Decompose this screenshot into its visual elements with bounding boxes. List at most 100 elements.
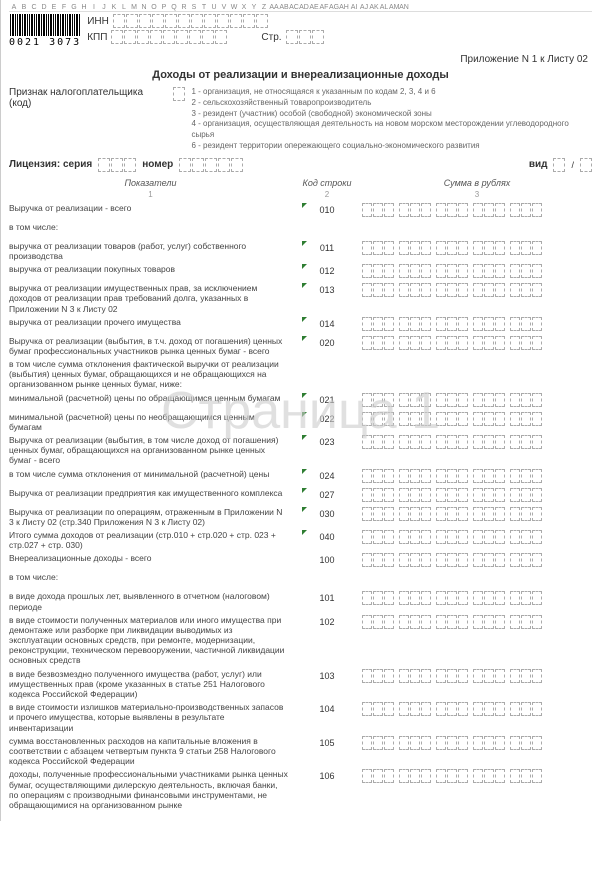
row-sum-cells[interactable] xyxy=(362,317,592,331)
row-label: выручка от реализации прочего имущества xyxy=(9,317,292,327)
subheader-2: 2 xyxy=(292,190,362,199)
row-code: 014 xyxy=(292,317,362,329)
table-row: доходы, полученные профессиональными уча… xyxy=(9,769,592,810)
col-header-1: Показатели xyxy=(9,178,292,188)
row-sum-cells[interactable] xyxy=(362,469,592,483)
row-code: 027 xyxy=(292,488,362,500)
license-type-b[interactable] xyxy=(580,158,592,172)
row-sum-cells[interactable] xyxy=(362,336,592,350)
license-num-cells[interactable] xyxy=(179,158,243,172)
table-row: в том числе: xyxy=(9,572,592,588)
license-type-a[interactable] xyxy=(553,158,565,172)
row-sum-cells[interactable] xyxy=(362,669,592,683)
row-label: минимальной (расчетной) цены по обращающ… xyxy=(9,393,292,403)
row-sum-cells[interactable] xyxy=(362,769,592,783)
row-code: 013 xyxy=(292,283,362,295)
row-label: в том числе сумма отклонения от минималь… xyxy=(9,469,292,479)
row-code: 101 xyxy=(292,591,362,603)
page-cells[interactable] xyxy=(286,30,324,44)
row-sum-cells[interactable] xyxy=(362,736,592,750)
page: Страница 1 ABCDEFGHIJKLMNOPQRSTUVWXYZAAA… xyxy=(0,0,600,821)
row-sum-cells[interactable] xyxy=(362,553,592,567)
row-sum-cells[interactable] xyxy=(362,264,592,278)
row-code: 024 xyxy=(292,469,362,481)
inn-cells[interactable] xyxy=(113,14,268,28)
row-code: 023 xyxy=(292,435,362,447)
marker-icon xyxy=(302,412,307,417)
row-label: в виде стоимости излишков материально-пр… xyxy=(9,702,292,733)
table-row: минимальной (расчетной) цены по обращающ… xyxy=(9,393,592,409)
rows-container: Выручка от реализации - всего010в том чи… xyxy=(9,203,592,810)
row-sum-cells[interactable] xyxy=(362,591,592,605)
kpp-label: КПП xyxy=(87,32,107,43)
row-label: Выручка от реализации (выбытия, в том чи… xyxy=(9,435,292,466)
row-sum-cells[interactable] xyxy=(362,507,592,521)
attachment-text: Приложение N 1 к Листу 02 xyxy=(9,54,588,65)
row-sum-cells[interactable] xyxy=(362,203,592,217)
row-code: 040 xyxy=(292,530,362,542)
row-label: в том числе: xyxy=(9,222,292,232)
table-row: Итого сумма доходов от реализации (стр.0… xyxy=(9,530,592,550)
marker-icon xyxy=(302,336,307,341)
row-label: Внереализационные доходы - всего xyxy=(9,553,292,563)
license-num-label: номер xyxy=(142,159,173,170)
row-label: Выручка от реализации - всего xyxy=(9,203,292,213)
marker-icon xyxy=(302,241,307,246)
row-label: минимальной (расчетной) цены по необраща… xyxy=(9,412,292,432)
column-headers: Показатели Код строки Сумма в рублях xyxy=(9,178,592,188)
taxpayer-code-cell[interactable] xyxy=(173,87,185,101)
row-code: 011 xyxy=(292,241,362,253)
row-code: 020 xyxy=(292,336,362,348)
row-label: Выручка от реализации (выбытия, в т.ч. д… xyxy=(9,336,292,356)
row-sum-cells[interactable] xyxy=(362,283,592,297)
table-row: сумма восстановленных расходов на капита… xyxy=(9,736,592,767)
table-row: выручка от реализации покупных товаров01… xyxy=(9,264,592,280)
kpp-cells[interactable] xyxy=(111,30,227,44)
taxpayer-label: Признак налогоплательщика (код) xyxy=(9,87,167,109)
table-row: в том числе сумма отклонения фактической… xyxy=(9,359,592,390)
table-row: минимальной (расчетной) цены по необраща… xyxy=(9,412,592,432)
row-code: 012 xyxy=(292,264,362,276)
marker-icon xyxy=(302,435,307,440)
row-sum-cells[interactable] xyxy=(362,393,592,407)
row-label: Выручка от реализации предприятия как им… xyxy=(9,488,292,498)
col-header-2: Код строки xyxy=(292,178,362,188)
table-row: Выручка от реализации - всего010 xyxy=(9,203,592,219)
row-sum-cells[interactable] xyxy=(362,530,592,544)
marker-icon xyxy=(302,530,307,535)
table-row: Выручка от реализации (выбытия, в том чи… xyxy=(9,435,592,466)
column-subheaders: 1 2 3 xyxy=(9,190,592,199)
row-code: 022 xyxy=(292,412,362,424)
row-label: Выручка от реализации по операциям, отра… xyxy=(9,507,292,527)
page-label: Стр. xyxy=(261,32,281,43)
row-sum-cells[interactable] xyxy=(362,488,592,502)
license-series-cells[interactable] xyxy=(98,158,136,172)
row-sum-cells[interactable] xyxy=(362,615,592,629)
table-row: Внереализационные доходы - всего100 xyxy=(9,553,592,569)
row-label: сумма восстановленных расходов на капита… xyxy=(9,736,292,767)
document-title: Доходы от реализации и внереализационные… xyxy=(9,69,592,81)
table-row: выручка от реализации товаров (работ, ус… xyxy=(9,241,592,261)
row-sum-cells[interactable] xyxy=(362,702,592,716)
slash: / xyxy=(571,160,574,170)
table-row: в том числе сумма отклонения от минималь… xyxy=(9,469,592,485)
marker-icon xyxy=(302,488,307,493)
row-label: выручка от реализации товаров (работ, ус… xyxy=(9,241,292,261)
row-sum-cells[interactable] xyxy=(362,435,592,449)
row-label: выручка от реализации имущественных прав… xyxy=(9,283,292,314)
table-row: в виде безвозмездно полученного имуществ… xyxy=(9,669,592,700)
row-code: 104 xyxy=(292,702,362,714)
table-row: в том числе: xyxy=(9,222,592,238)
table-row: в виде стоимости излишков материально-пр… xyxy=(9,702,592,733)
row-code: 030 xyxy=(292,507,362,519)
row-label: в виде дохода прошлых лет, выявленного в… xyxy=(9,591,292,611)
barcode-bars xyxy=(10,14,80,36)
row-sum-cells[interactable] xyxy=(362,241,592,255)
row-code: 010 xyxy=(292,203,362,215)
license-row: Лицензия: серия номер вид / xyxy=(9,158,592,172)
row-code: 021 xyxy=(292,393,362,405)
license-label: Лицензия: серия xyxy=(9,159,92,170)
column-ruler: ABCDEFGHIJKLMNOPQRSTUVWXYZAAABACADAEAFAG… xyxy=(9,4,592,12)
row-sum-cells[interactable] xyxy=(362,412,592,426)
row-label: в том числе: xyxy=(9,572,292,582)
